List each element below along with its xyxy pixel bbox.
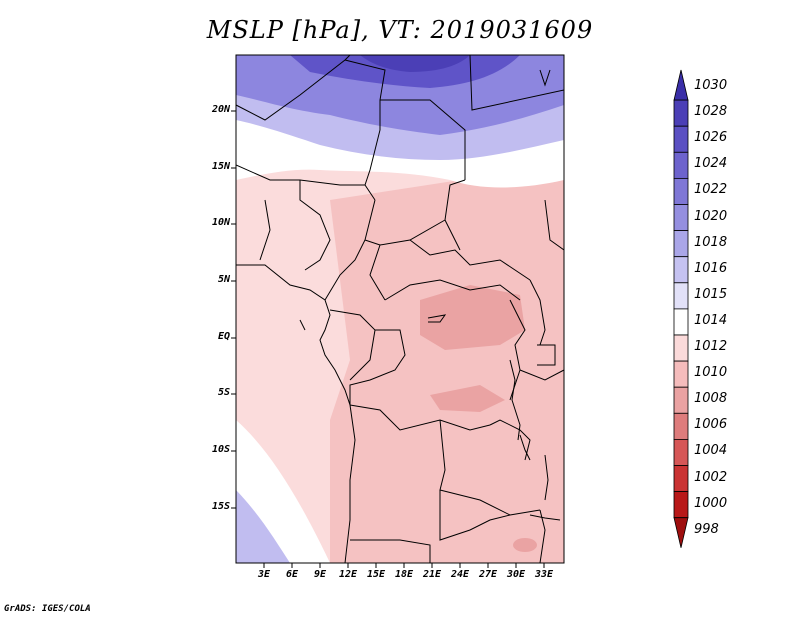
colorbar-label-1014: 1014 [694, 312, 728, 328]
colorbar-label-1022: 1022 [694, 182, 728, 198]
colorbar-swatch-1000 [673, 491, 689, 519]
field-1010 [330, 170, 564, 563]
colorbar [673, 69, 689, 548]
colorbar-label-998: 998 [694, 521, 719, 537]
lon-label-27e: 27E [478, 569, 498, 580]
colorbar-label-1004: 1004 [694, 443, 728, 459]
colorbar-label-1015: 1015 [694, 286, 728, 302]
lon-label-21e: 21E [422, 569, 442, 580]
colorbar-label-1006: 1006 [694, 417, 728, 433]
colorbar-label-1008: 1008 [694, 391, 728, 407]
lon-label-9e: 9E [313, 569, 327, 580]
colorbar-swatch-1028 [673, 99, 689, 127]
map-title: MSLP [hPa], VT: 2019031609 [206, 16, 594, 44]
colorbar-label-1020: 1020 [694, 208, 728, 224]
pressure-field [236, 55, 564, 563]
colorbar-swatch-1024 [673, 151, 689, 179]
colorbar-label-1010: 1010 [694, 365, 728, 381]
colorbar-swatch-1014 [673, 308, 689, 336]
grads-credit: GrADS: IGES/COLA [4, 604, 91, 614]
colorbar-swatch-1015 [673, 282, 689, 310]
colorbar-label-1026: 1026 [694, 130, 728, 146]
colorbar-swatch-1026 [673, 125, 689, 153]
lat-ticks [231, 110, 236, 509]
lon-label-30e: 30E [506, 569, 526, 580]
field-1016-sw [236, 490, 290, 563]
colorbar-swatch-1004 [673, 438, 689, 466]
colorbar-swatch-1020 [673, 204, 689, 232]
lat-label-5n: 5N [217, 274, 230, 285]
colorbar-swatch-1018 [673, 230, 689, 258]
lat-label-10n: 10N [211, 217, 230, 228]
colorbar-label-1028: 1028 [694, 104, 728, 120]
map-frame [235, 54, 565, 564]
lon-label-6e: 6E [285, 569, 299, 580]
colorbar-label-1000: 1000 [694, 495, 728, 511]
field-1026-north [360, 55, 470, 72]
lon-label-18e: 18E [394, 569, 414, 580]
field-1008-se [513, 538, 537, 552]
lat-label-15s: 15S [211, 501, 230, 512]
lon-ticks [263, 563, 545, 568]
lon-label-3e: 3E [257, 569, 271, 580]
country-borders [236, 55, 564, 563]
field-1008-south [430, 385, 505, 412]
lon-label-12e: 12E [338, 569, 358, 580]
colorbar-swatch-998 [673, 517, 689, 548]
colorbar-label-1002: 1002 [694, 469, 728, 485]
lon-label-24e: 24E [450, 569, 470, 580]
lat-label-10s: 10S [211, 444, 230, 455]
colorbar-swatch-1022 [673, 177, 689, 205]
colorbar-swatch-1008 [673, 386, 689, 414]
colorbar-swatch-1010 [673, 360, 689, 388]
lat-label-15n: 15N [211, 161, 230, 172]
field-1008-congo [420, 285, 525, 350]
colorbar-swatch-1016 [673, 256, 689, 284]
lat-label-eq: EQ [217, 331, 230, 342]
colorbar-label-1030: 1030 [694, 78, 728, 94]
colorbar-swatch-1006 [673, 412, 689, 440]
colorbar-label-1012: 1012 [694, 339, 728, 355]
colorbar-label-1016: 1016 [694, 260, 728, 276]
colorbar-swatch-1030 [673, 69, 689, 101]
field-west-coast [236, 270, 330, 480]
colorbar-label-1024: 1024 [694, 156, 728, 172]
lat-label-5s: 5S [217, 387, 230, 398]
lon-label-33e: 33E [534, 569, 554, 580]
lat-label-20n: 20N [211, 104, 230, 115]
colorbar-label-1018: 1018 [694, 234, 728, 250]
lon-label-15e: 15E [366, 569, 386, 580]
colorbar-swatch-1002 [673, 465, 689, 493]
colorbar-swatch-1012 [673, 334, 689, 362]
